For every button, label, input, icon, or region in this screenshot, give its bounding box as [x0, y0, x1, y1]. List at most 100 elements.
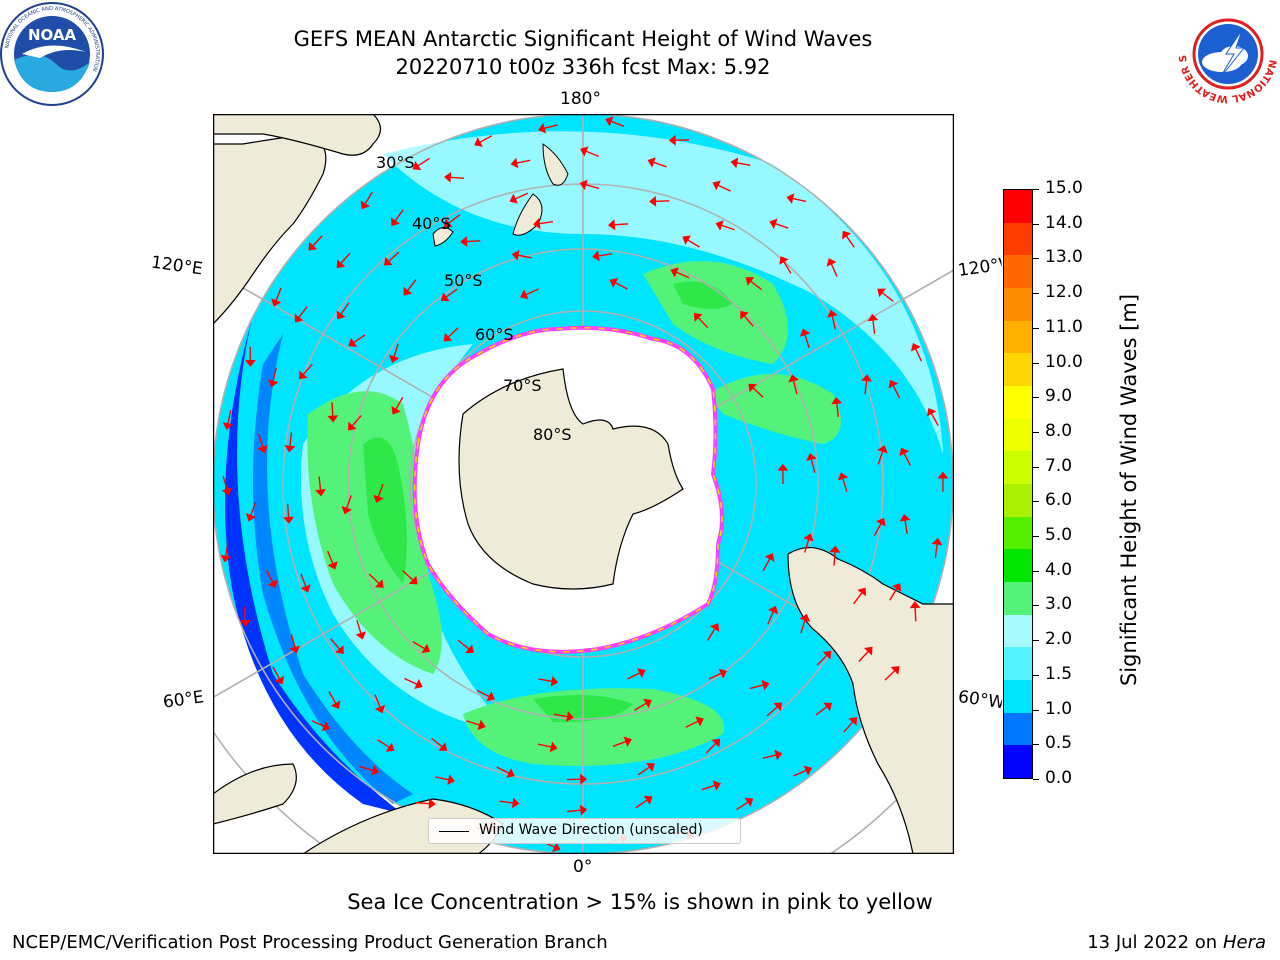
wind-arrow	[783, 261, 792, 274]
wind-arrow-head	[391, 405, 401, 415]
wind-arrow-head	[909, 601, 921, 609]
colorbar-tick-label: 13.0	[1045, 247, 1083, 268]
lat-label-30s: 30°S	[376, 153, 415, 172]
wind-arrow	[374, 694, 381, 708]
wind-arrow	[750, 280, 762, 291]
colorbar-tick-mark	[1033, 223, 1039, 225]
wind-arrow-head	[506, 768, 515, 778]
wind-arrow-head	[857, 587, 866, 597]
colorbar-tick-label: 1.0	[1045, 698, 1073, 719]
wind-arrow	[395, 396, 404, 410]
wind-arrow	[884, 669, 896, 681]
colorbar-band	[1004, 745, 1032, 778]
wind-arrow	[792, 380, 798, 395]
wind-arrow-head	[623, 736, 632, 747]
wind-arrow-head	[239, 619, 251, 627]
wind-arrow-head	[549, 741, 558, 753]
wind-arrow	[567, 809, 582, 813]
wind-arrow	[330, 638, 341, 650]
wind-arrow-head	[245, 513, 257, 522]
wind-arrow-head	[863, 646, 873, 656]
wind-arrow-head	[388, 354, 400, 363]
colorbar-tick-label: 12.0	[1045, 282, 1083, 303]
wind-arrow-head	[510, 157, 519, 169]
colorbar-band	[1004, 287, 1032, 321]
colorbar-band	[1004, 385, 1032, 419]
colorbar-tick-mark	[1033, 744, 1039, 746]
wind-arrow-head	[538, 122, 547, 134]
wind-arrow-head	[786, 193, 795, 204]
wind-arrow-head	[899, 514, 911, 522]
wind-arrow-head	[806, 453, 817, 462]
wind-arrow	[614, 281, 628, 290]
wind-arrow-head	[712, 180, 721, 191]
wind-arrow	[447, 327, 459, 338]
colorbar-tick-label: 15.0	[1045, 178, 1083, 198]
colorbar-band	[1004, 647, 1032, 680]
colorbar	[1003, 189, 1033, 779]
wind-arrow	[377, 739, 390, 749]
wind-arrow	[331, 402, 334, 417]
wind-arrow	[499, 800, 514, 804]
wind-arrow-head	[668, 134, 676, 146]
antarctica-land	[458, 368, 684, 590]
wind-arrow	[752, 387, 764, 398]
wind-arrow	[634, 702, 647, 711]
wind-arrow-head	[799, 613, 811, 623]
wind-arrow-head	[842, 230, 852, 240]
wind-arrow	[539, 221, 554, 225]
wind-arrow-head	[355, 631, 366, 640]
lon-label-180: 180°	[560, 89, 601, 109]
wind-arrow	[804, 334, 810, 348]
wind-arrow-head	[271, 298, 282, 307]
wind-arrow-head	[385, 742, 395, 752]
wind-arrow-head	[831, 396, 843, 405]
wind-arrow	[736, 162, 751, 166]
wind-arrow	[359, 765, 374, 772]
wind-arrow-head	[769, 218, 778, 229]
colorbar-tick-mark	[1033, 501, 1039, 503]
colorbar-tick-label: 11.0	[1045, 316, 1083, 337]
wind-arrow	[914, 348, 923, 362]
wind-arrow-head	[637, 668, 646, 679]
wind-arrow-head	[477, 719, 486, 731]
colorbar-tick-mark	[1033, 397, 1039, 399]
colorbar-tick-label: 3.0	[1045, 594, 1073, 615]
wind-arrow-head	[509, 193, 518, 204]
wind-arrow	[816, 654, 828, 666]
wind-arrow	[340, 302, 350, 315]
colorbar-tick-label: 4.0	[1045, 559, 1073, 580]
wind-arrow	[934, 543, 938, 558]
colorbar-tick-label: 10.0	[1045, 351, 1083, 372]
wind-arrow	[853, 592, 863, 605]
wind-arrow	[835, 402, 840, 418]
colorbar-tick-mark	[1033, 640, 1039, 642]
wind-arrow	[476, 689, 490, 698]
wind-arrow	[697, 316, 709, 329]
wind-arrow-head	[374, 704, 386, 714]
colorbar-band	[1004, 549, 1032, 582]
noaa-logo: NOAA NATIONAL OCEANIC AND ATMOSPHERIC AD…	[0, 2, 104, 106]
colorbar-tick-mark	[1033, 293, 1039, 295]
wind-arrow-head	[511, 797, 520, 809]
wind-arrow	[250, 502, 257, 516]
wind-arrow-head	[827, 309, 838, 318]
legend-label: Wind Wave Direction (unscaled)	[479, 822, 703, 838]
wind-arrow-head	[718, 668, 728, 679]
colorbar-tick-mark	[1033, 466, 1039, 468]
wind-arrow	[637, 766, 651, 776]
wind-arrow	[858, 650, 869, 662]
wind-arrow-head	[327, 561, 338, 570]
wind-arrow	[222, 476, 228, 490]
wind-arrow-head	[579, 804, 588, 816]
wind-arrow-head	[391, 217, 400, 227]
wind-arrow-head	[877, 445, 888, 454]
wind-arrow-head	[867, 313, 879, 322]
wind-arrow-head	[643, 795, 653, 805]
nws-logo: NATIONAL WEATHER SERVICE	[1172, 0, 1280, 106]
wind-arrow-head	[336, 259, 346, 269]
wind-arrow	[272, 666, 281, 680]
wind-arrow-head	[348, 421, 357, 431]
wind-arrow-head	[777, 463, 789, 471]
legend-line-swatch	[439, 831, 469, 832]
